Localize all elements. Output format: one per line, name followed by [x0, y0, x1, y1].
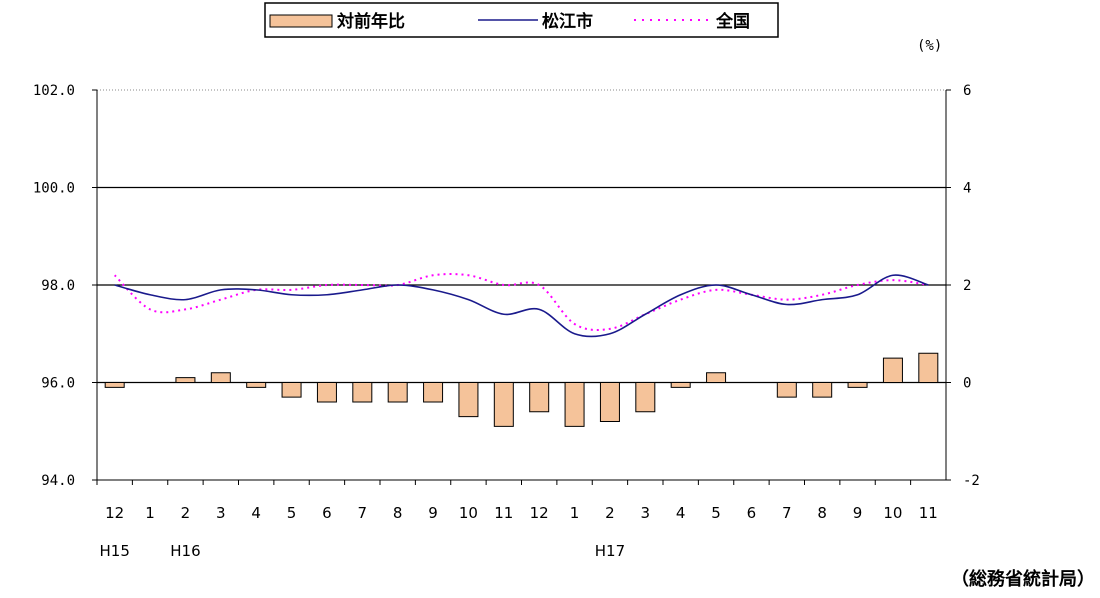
bar-yoy: [776, 382, 797, 398]
bar-yoy: [423, 382, 444, 403]
source-credit: （総務省統計局）: [951, 568, 1095, 590]
x-tick-label: 1: [570, 504, 580, 522]
x-tick-label: 11: [494, 504, 513, 522]
x-tick-label: 6: [747, 504, 757, 522]
bar-yoy: [281, 382, 302, 398]
x-tick-label: 1: [145, 504, 155, 522]
left-tick-label: 98.0: [41, 278, 75, 294]
left-tick-label: 100.0: [33, 181, 75, 197]
bar-yoy: [316, 382, 337, 403]
x-tick-label: 4: [676, 504, 686, 522]
legend-swatch-bar: [269, 14, 333, 28]
x-tick-label: 9: [428, 504, 438, 522]
line-matsue: [114, 274, 929, 338]
year-label: H15: [100, 542, 130, 560]
right-tick-label: 0: [963, 376, 971, 392]
line-national: [113, 273, 929, 331]
x-tick-label: 2: [605, 504, 615, 522]
legend-label-bar: 対前年比: [336, 11, 405, 32]
right-tick-label: -2: [963, 473, 980, 489]
right-tick-label: 4: [963, 181, 971, 197]
x-tick-label: 4: [251, 504, 261, 522]
bar-yoy: [918, 352, 939, 383]
x-tick-label: 12: [530, 504, 549, 522]
left-tick-label: 94.0: [41, 473, 75, 489]
bar-yoy: [387, 382, 408, 403]
bar-yoy: [493, 382, 514, 427]
left-tick-label: 96.0: [41, 376, 75, 392]
right-tick-label: 6: [963, 83, 971, 99]
bar-yoy: [246, 382, 267, 388]
bar-yoy: [210, 372, 231, 383]
bar-yoy: [599, 382, 620, 422]
bar-yoy: [104, 382, 125, 388]
x-tick-label: 3: [216, 504, 226, 522]
bar-yoy: [882, 357, 903, 383]
legend-label-line: 松江市: [542, 11, 593, 32]
x-tick-label: 10: [883, 504, 902, 522]
x-tick-label: 12: [105, 504, 124, 522]
bar-yoy: [529, 382, 550, 413]
unit-label: (%): [917, 38, 942, 54]
x-tick-label: 2: [181, 504, 191, 522]
x-tick-label: 8: [817, 504, 827, 522]
bar-yoy: [352, 382, 373, 403]
year-label: H17: [595, 542, 625, 560]
x-tick-label: 9: [853, 504, 863, 522]
x-tick-label: 10: [459, 504, 478, 522]
x-tick-label: 5: [711, 504, 721, 522]
bar-yoy: [670, 382, 691, 388]
x-tick-label: 7: [782, 504, 792, 522]
year-label: H16: [170, 542, 200, 560]
right-tick-label: 2: [963, 278, 971, 294]
bar-yoy: [847, 382, 868, 388]
legend-label-dotted: 全国: [715, 11, 750, 32]
bar-yoy: [175, 377, 196, 383]
bar-yoy: [812, 382, 833, 398]
x-tick-label: 7: [358, 504, 368, 522]
x-tick-label: 6: [322, 504, 332, 522]
bar-yoy: [706, 372, 727, 383]
x-tick-label: 3: [641, 504, 651, 522]
bar-yoy: [458, 382, 479, 418]
x-tick-label: 11: [919, 504, 938, 522]
bar-yoy: [564, 382, 585, 427]
bar-yoy: [635, 382, 656, 413]
x-tick-label: 5: [287, 504, 297, 522]
legend: 対前年比 松江市 全国: [264, 2, 779, 38]
x-tick-label: 8: [393, 504, 403, 522]
left-tick-label: 102.0: [33, 83, 75, 99]
